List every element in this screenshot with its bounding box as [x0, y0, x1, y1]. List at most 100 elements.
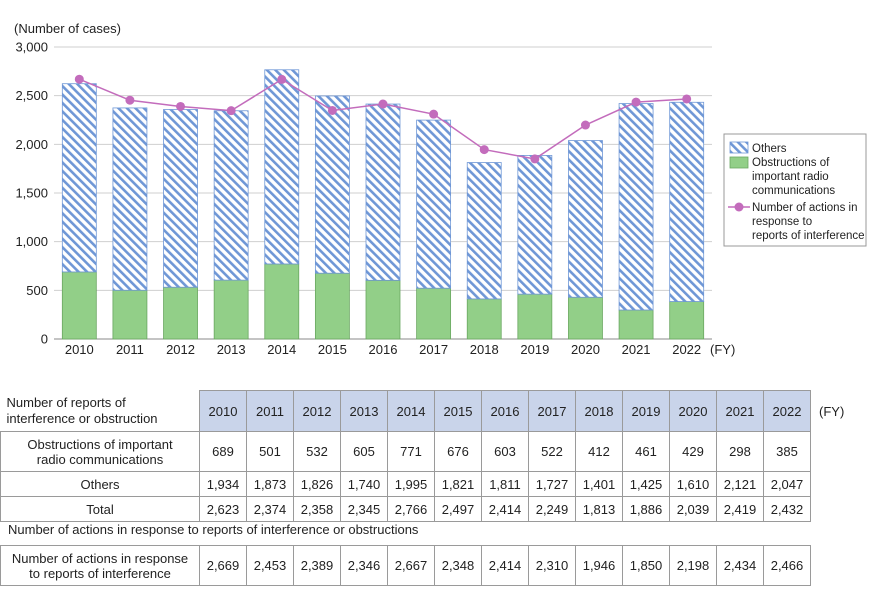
y-tick-label: 2,000: [15, 137, 48, 152]
actions-point: [479, 145, 489, 155]
table-cell: 532: [293, 431, 341, 472]
table-cell: 2,453: [246, 545, 294, 586]
table-cell: 2,310: [528, 545, 576, 586]
x-tick-label: 2020: [571, 342, 600, 357]
table-spacer: [811, 497, 851, 522]
year-header: 2012: [293, 390, 341, 432]
y-tick-label: 1,500: [15, 186, 48, 201]
x-tick-label: 2016: [369, 342, 398, 357]
year-header: 2016: [481, 390, 529, 432]
year-header: 2017: [528, 390, 576, 432]
combo-chart: (Number of cases) 0 500 1,000 1,500 2,000 2,5…: [14, 21, 867, 357]
bar-others: [61, 83, 97, 273]
x-tick-label: 2021: [622, 342, 651, 357]
bar-others: [416, 119, 452, 289]
table-cell: 1,813: [575, 496, 623, 522]
bar-others: [568, 140, 603, 298]
actions-point: [530, 154, 540, 164]
table-cell: 2,348: [434, 545, 482, 586]
table-cell: 2,389: [293, 545, 341, 586]
bar-obstructions: [517, 293, 553, 340]
x-tick-label: 2022: [672, 342, 701, 357]
table-row: Others 1,934 1,873 1,826 1,740 1,995 1,8…: [0, 471, 851, 497]
year-header: 2013: [340, 390, 388, 432]
table-cell: 2,345: [340, 496, 388, 522]
x-axis-unit-label: (FY): [710, 342, 735, 357]
x-tick-label: 2019: [520, 342, 549, 357]
table-cell: 605: [340, 431, 388, 472]
year-header: 2015: [434, 390, 482, 432]
table-cell: 1,821: [434, 471, 482, 497]
bar-others: [314, 95, 350, 274]
bar-obstructions: [568, 296, 603, 340]
table-cell: 2,623: [199, 496, 247, 522]
table-cell: 2,249: [528, 496, 576, 522]
bar-obstructions: [163, 286, 198, 340]
row-label-total: Total: [0, 496, 200, 522]
table-cell: 1,401: [575, 471, 623, 497]
table-row: Number of actions in response to reports …: [0, 545, 811, 586]
table-cell: 1,934: [199, 471, 247, 497]
year-header: 2022: [763, 390, 811, 432]
year-header: 2010: [199, 390, 247, 432]
bar-obstructions: [466, 298, 502, 340]
table-cell: 771: [387, 431, 435, 472]
year-header: 2014: [387, 390, 435, 432]
table-cell: 1,995: [387, 471, 435, 497]
legend-label-actions: Number of actions in response to reports…: [752, 202, 865, 242]
table-cell: 2,414: [481, 545, 529, 586]
table-cell: 429: [669, 431, 717, 472]
table-cell: 1,886: [622, 496, 670, 522]
y-tick-label: 2,500: [15, 88, 48, 103]
table-cell: 1,850: [622, 545, 670, 586]
bar-others: [163, 109, 198, 288]
year-header: 2011: [246, 390, 294, 432]
actions-point: [631, 97, 641, 107]
legend-swatch-marker-actions: [734, 202, 744, 212]
table-cell: 1,727: [528, 471, 576, 497]
table-cell: 2,039: [669, 496, 717, 522]
x-axis-ticks: 2010 2011 2012 2013 2014 2015 2016 2017 2018 2019…: [65, 342, 701, 357]
y-axis-ticks: 0 500 1,000 1,500 2,000 2,500 3,000: [15, 40, 48, 347]
legend-swatch-others: [729, 141, 749, 154]
table-cell: 2,346: [340, 545, 388, 586]
bar-obstructions: [365, 279, 401, 340]
x-tick-label: 2014: [267, 342, 296, 357]
table-cell: 676: [434, 431, 482, 472]
table-cell: 2,121: [716, 471, 764, 497]
y-tick-label: 1,000: [15, 234, 48, 249]
actions-point: [277, 74, 287, 84]
table-cell: 522: [528, 431, 576, 472]
bar-others: [517, 155, 553, 295]
actions-point: [580, 120, 590, 130]
table-cell: 412: [575, 431, 623, 472]
table-cell: 2,667: [387, 545, 435, 586]
table-cell: 1,826: [293, 471, 341, 497]
legend-label-obstructions: Obstructions of important radio communic…: [752, 157, 835, 197]
bar-obstructions: [416, 287, 452, 340]
table-cell: 2,466: [763, 545, 811, 586]
fy-unit-label: (FY): [819, 403, 845, 419]
legend-swatch-obstructions: [729, 156, 749, 169]
y-tick-label: 0: [41, 332, 48, 347]
year-header: 2020: [669, 390, 717, 432]
bar-obstructions: [314, 272, 350, 340]
table-cell: 2,414: [481, 496, 529, 522]
table-spacer: [811, 432, 851, 472]
bar-obstructions: [61, 271, 97, 340]
year-header: 2018: [575, 390, 623, 432]
bar-others: [112, 107, 148, 291]
actions-point: [176, 101, 186, 111]
actions-point: [429, 109, 439, 119]
bar-others: [264, 69, 300, 265]
table-row: Total 2,623 2,374 2,358 2,345 2,766 2,49…: [0, 496, 851, 522]
table-cell: 2,497: [434, 496, 482, 522]
table-cell: 2,198: [669, 545, 717, 586]
actions-point: [125, 95, 135, 105]
table-cell: 501: [246, 431, 294, 472]
bar-obstructions: [213, 279, 249, 340]
legend-label-others: Others: [752, 143, 787, 155]
table-cell: 689: [199, 431, 247, 472]
bar-series: [61, 69, 705, 340]
x-tick-label: 2012: [166, 342, 195, 357]
